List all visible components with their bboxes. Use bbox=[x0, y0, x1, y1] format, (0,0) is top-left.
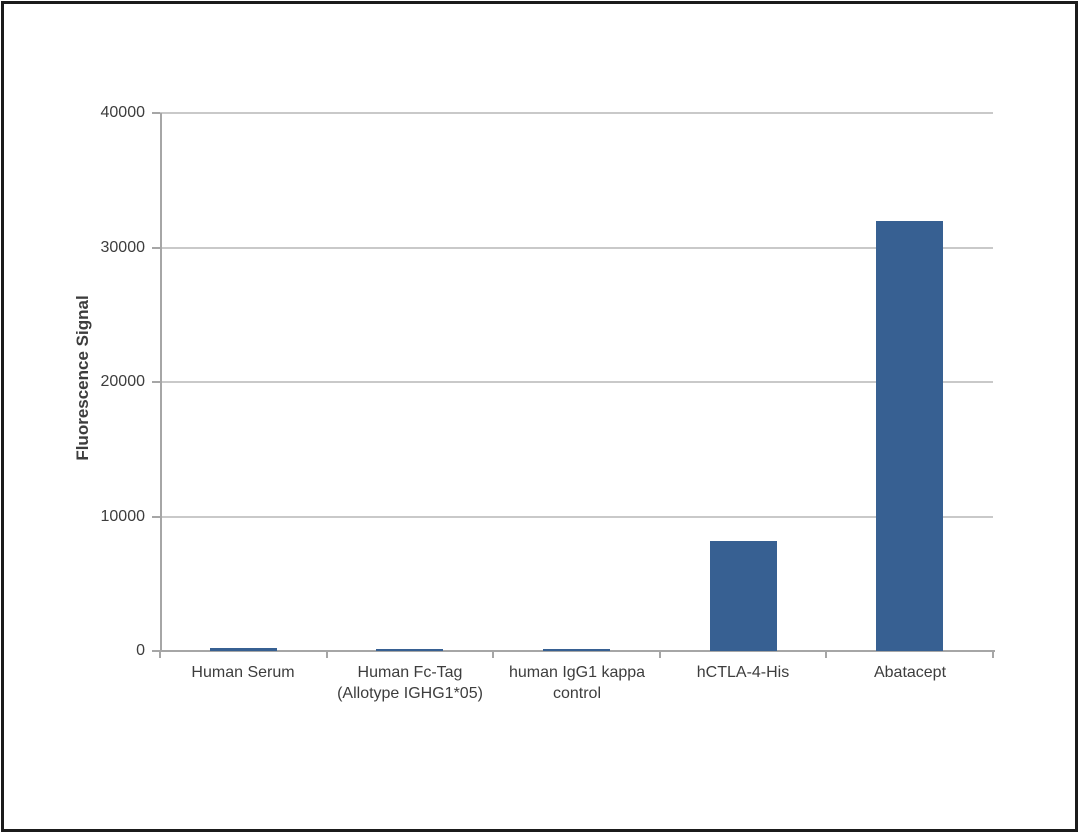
gridline bbox=[160, 515, 993, 518]
y-tick-label: 10000 bbox=[100, 507, 146, 525]
category-label: hCTLA-4-His bbox=[696, 664, 790, 681]
category-label: Human Fc-Tag (Allotype IGHG1*05) bbox=[337, 664, 483, 702]
y-axis-tick bbox=[152, 650, 160, 652]
x-axis-tick bbox=[492, 651, 495, 658]
category-label: human IgG1 kappa control bbox=[508, 664, 646, 702]
bar bbox=[543, 649, 610, 651]
gridline bbox=[160, 112, 993, 114]
category-label: Abatacept bbox=[873, 664, 947, 681]
y-axis-tick bbox=[152, 515, 160, 518]
y-tick-label: 40000 bbox=[100, 104, 146, 121]
x-axis-tick bbox=[825, 651, 828, 658]
y-tick-label: 0 bbox=[136, 642, 145, 659]
bar bbox=[876, 221, 943, 651]
y-axis-tick bbox=[152, 381, 160, 383]
bar bbox=[210, 648, 277, 651]
gridline bbox=[160, 381, 993, 383]
bar bbox=[710, 541, 777, 651]
y-axis-line bbox=[160, 113, 162, 651]
bar bbox=[376, 649, 443, 651]
x-axis-tick bbox=[325, 651, 328, 658]
category-label: Human Serum bbox=[191, 664, 295, 681]
y-axis-tick bbox=[152, 246, 160, 249]
y-axis-tick bbox=[152, 112, 160, 114]
y-tick-label: 30000 bbox=[100, 238, 146, 256]
x-axis-tick bbox=[658, 651, 661, 658]
x-axis-tick bbox=[992, 651, 994, 658]
x-axis-tick bbox=[159, 651, 161, 658]
y-tick-label: 20000 bbox=[100, 373, 146, 390]
x-axis-line bbox=[160, 650, 995, 652]
gridline bbox=[160, 246, 993, 249]
